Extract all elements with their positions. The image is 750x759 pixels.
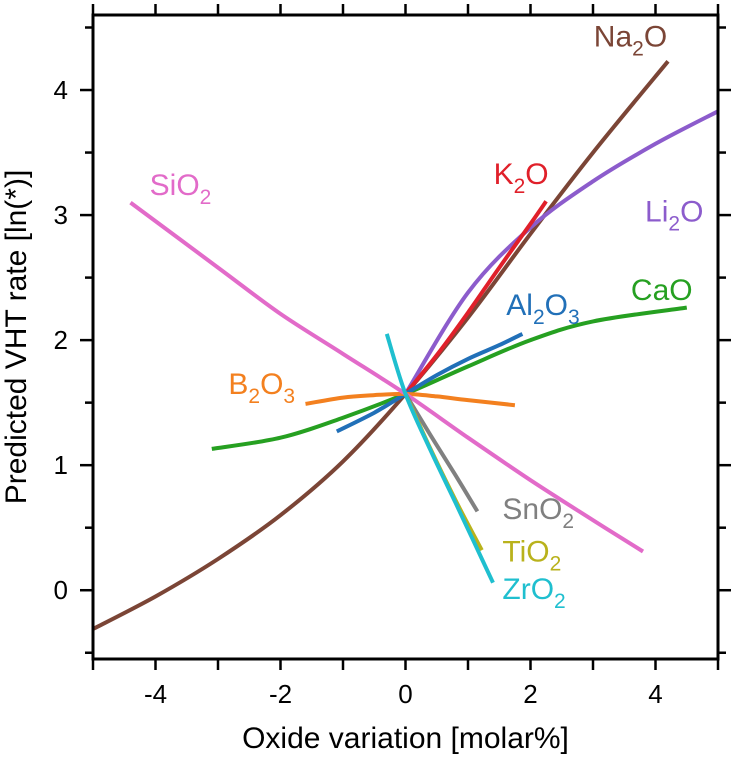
series-label-sio2: SiO2 [150,169,212,209]
y-axis-title: Predicted VHT rate [ln(*)] [0,170,33,505]
series-line-k2o [403,200,548,396]
x-tick-label: 0 [398,679,412,709]
series-label-cao: CaO [631,274,693,307]
series-line-sio2 [129,200,645,554]
y-tick-label: 1 [54,450,68,480]
y-tick-label: 2 [54,325,68,355]
series-label-tio2: TiO2 [502,535,561,575]
x-tick-label: 4 [648,679,662,709]
series-layer [92,60,719,631]
series-line-na2o [92,60,670,631]
x-tick-label: 2 [523,679,537,709]
series-line-cao [211,305,688,451]
series-line-zro2 [384,333,495,584]
x-tick-label: -4 [144,679,167,709]
series-line-sno2 [403,392,480,513]
tick-layer: -4 -2 0 2 4 0 1 2 3 4 [54,4,731,709]
series-line-li2o [403,109,719,395]
series-line-al2o3 [335,332,524,434]
series-label-k2o: K2O [494,158,549,198]
y-tick-label: 0 [54,575,68,605]
series-label-al2o3: Al2O3 [506,289,579,329]
x-tick-label: -2 [269,679,292,709]
series-label-na2o: Na2O [594,20,667,60]
x-axis-title: Oxide variation [molar%] [242,722,569,755]
y-tick-label: 4 [54,75,68,105]
series-label-sno2: SnO2 [502,493,574,533]
series-label-zro2: ZrO2 [502,573,565,613]
series-label-b2o3: B2O3 [228,368,295,408]
y-tick-label: 3 [54,200,68,230]
series-label-li2o: Li2O [645,195,703,235]
